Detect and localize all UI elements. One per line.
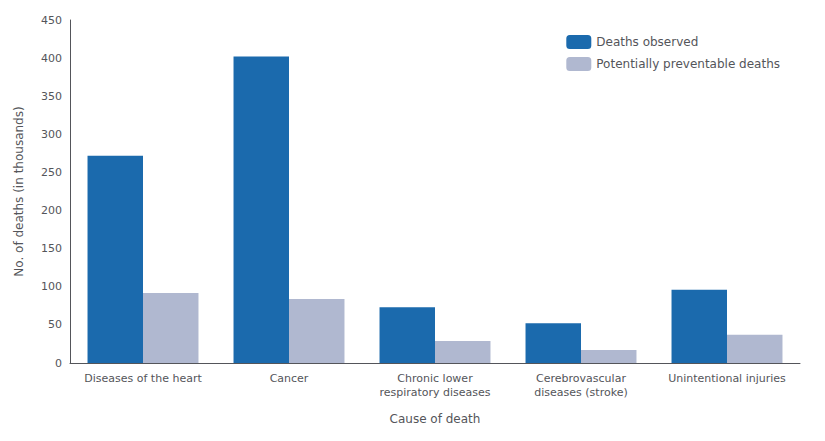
svg-text:diseases (stroke): diseases (stroke) bbox=[534, 386, 627, 399]
svg-text:Cause of death: Cause of death bbox=[390, 412, 481, 426]
svg-text:100: 100 bbox=[41, 280, 62, 293]
svg-text:400: 400 bbox=[41, 52, 62, 65]
svg-text:Cerebrovascular: Cerebrovascular bbox=[536, 372, 626, 385]
svg-text:Potentially preventable deaths: Potentially preventable deaths bbox=[596, 57, 780, 71]
svg-text:200: 200 bbox=[41, 204, 62, 217]
svg-text:Cancer: Cancer bbox=[270, 372, 309, 385]
svg-text:450: 450 bbox=[41, 14, 62, 27]
svg-text:50: 50 bbox=[48, 318, 62, 331]
svg-text:Diseases of the heart: Diseases of the heart bbox=[84, 372, 202, 385]
svg-text:respiratory diseases: respiratory diseases bbox=[379, 386, 490, 399]
svg-text:Unintentional injuries: Unintentional injuries bbox=[668, 372, 786, 385]
svg-text:Chronic lower: Chronic lower bbox=[397, 372, 473, 385]
svg-text:Deaths observed: Deaths observed bbox=[596, 35, 698, 49]
svg-text:350: 350 bbox=[41, 90, 62, 103]
svg-text:300: 300 bbox=[41, 128, 62, 141]
svg-text:150: 150 bbox=[41, 242, 62, 255]
svg-text:0: 0 bbox=[55, 357, 62, 370]
svg-text:No. of deaths (in thousands): No. of deaths (in thousands) bbox=[12, 106, 26, 276]
svg-text:250: 250 bbox=[41, 166, 62, 179]
